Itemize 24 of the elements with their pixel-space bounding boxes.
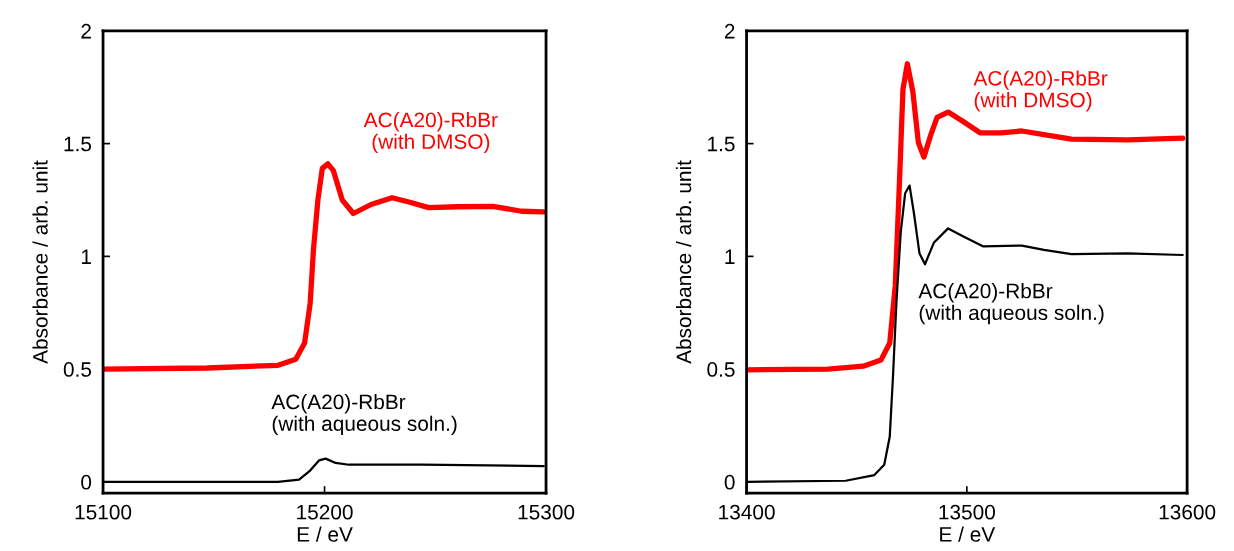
- y-tick-label: 2: [81, 23, 91, 39]
- x-axis-title: E / eV: [297, 526, 353, 542]
- y-tick-label: 2: [724, 23, 735, 39]
- series-label: AC(A20)-RbBr (with DMSO): [363, 112, 498, 154]
- x-tick-label: 15300: [518, 504, 575, 520]
- x-axis-title: E / eV: [940, 526, 996, 542]
- series-label: AC(A20)-RbBr (with DMSO): [973, 70, 1108, 112]
- x-tick-label: 15100: [75, 504, 132, 520]
- y-axis-title: Absorbance / arb. unit: [675, 160, 692, 364]
- x-tick-label: 13400: [719, 504, 775, 520]
- y-tick-label: 1.5: [708, 136, 735, 152]
- y-tick-label: 0: [81, 474, 92, 490]
- y-tick-label: 0.5: [63, 362, 92, 377]
- y-tick-label: 1: [81, 249, 91, 264]
- y-tick-label: 1: [725, 249, 735, 264]
- x-tick-label: 13500: [939, 504, 995, 520]
- y-tick-label: 0.5: [707, 362, 735, 377]
- y-tick-label: 1.5: [64, 136, 92, 152]
- x-tick-label: 15200: [297, 504, 353, 520]
- y-tick-label: 0: [724, 474, 735, 490]
- series-label: AC(A20)-RbBr (with aqueous soln.): [918, 283, 1104, 325]
- series-label: AC(A20)-RbBr (with aqueous soln.): [271, 394, 457, 436]
- x-tick-label: 13600: [1159, 504, 1216, 520]
- y-axis-title: Absorbance / arb. unit: [32, 160, 48, 364]
